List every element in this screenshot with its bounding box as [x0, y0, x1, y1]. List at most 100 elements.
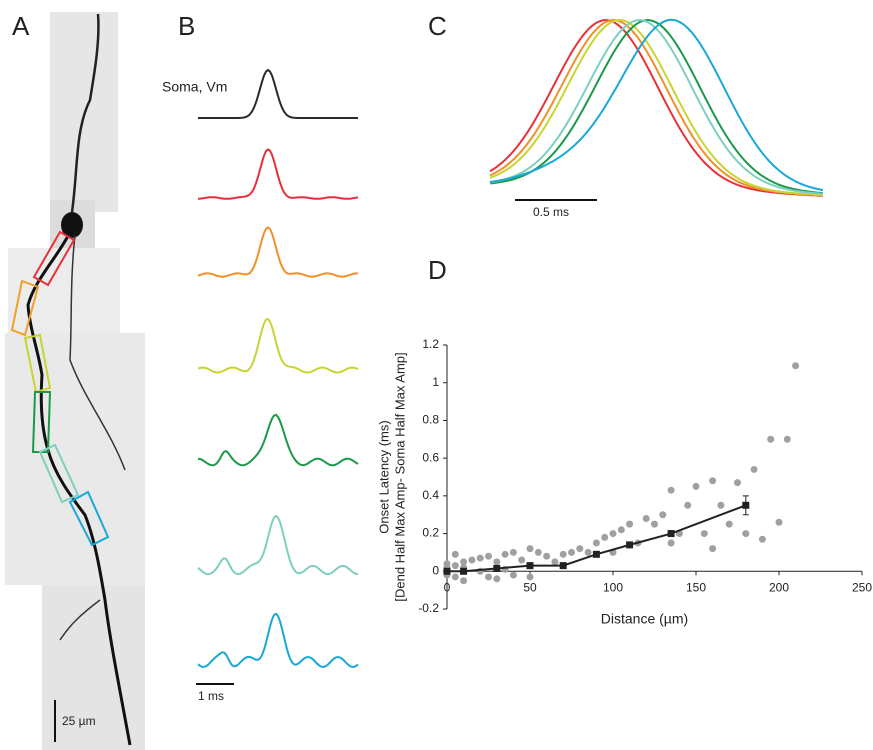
y-axis-label: Onset Latency (ms) — [376, 420, 391, 533]
point — [709, 545, 717, 553]
point — [576, 545, 584, 553]
point — [493, 558, 501, 566]
point — [568, 548, 575, 556]
y-tick-label: 0 — [432, 563, 439, 577]
mean-line — [447, 504, 747, 573]
point — [709, 477, 717, 485]
point — [783, 435, 791, 443]
trace — [489, 18, 824, 197]
point — [526, 573, 534, 581]
point — [534, 548, 542, 556]
mean-marker — [526, 562, 534, 570]
y-tick-label: -0.2 — [418, 601, 439, 615]
x-tick-label: 150 — [686, 580, 706, 594]
point — [493, 575, 501, 583]
scale-label: 0.5 ms — [533, 205, 569, 219]
point — [684, 501, 692, 509]
point — [700, 530, 708, 538]
point — [626, 520, 634, 528]
point — [460, 558, 468, 566]
point — [451, 562, 459, 570]
point — [758, 535, 766, 543]
point — [584, 548, 592, 556]
point — [509, 571, 517, 579]
panel-label: C — [428, 11, 447, 41]
trace — [197, 317, 359, 374]
mean-marker — [493, 564, 501, 572]
y-tick-label: 0.2 — [422, 526, 439, 540]
trace — [197, 413, 359, 467]
trace — [197, 612, 359, 668]
point — [443, 560, 451, 568]
point — [651, 520, 658, 528]
trace — [489, 18, 824, 195]
y-tick-label: 1.2 — [422, 337, 439, 351]
x-tick-label: 0 — [444, 580, 451, 594]
panel-label: A — [12, 11, 30, 41]
panel-label: D — [428, 255, 447, 285]
scale-label: 1 ms — [198, 689, 224, 703]
trace — [197, 514, 359, 576]
mean-marker — [460, 567, 468, 575]
point — [592, 539, 600, 547]
point — [460, 577, 468, 585]
mean-marker — [559, 562, 567, 570]
point — [609, 530, 617, 538]
point — [642, 514, 650, 522]
point — [767, 435, 775, 443]
trace — [489, 19, 824, 197]
trace — [489, 19, 824, 195]
point — [792, 362, 800, 370]
point — [551, 558, 559, 566]
panel-label: B — [178, 11, 195, 41]
mean-marker — [592, 550, 600, 558]
point — [518, 556, 526, 564]
mean-marker — [667, 530, 675, 538]
x-axis-label: Distance (µm) — [601, 611, 688, 627]
point — [717, 501, 725, 509]
point — [601, 533, 609, 541]
point — [775, 518, 783, 526]
point — [667, 486, 675, 494]
mean-marker — [626, 541, 634, 549]
trace — [197, 148, 359, 200]
point — [750, 465, 758, 473]
scale-label: 25 µm — [62, 714, 96, 728]
mean-marker — [443, 567, 451, 575]
micrograph — [5, 12, 145, 750]
point — [659, 511, 667, 519]
point — [468, 556, 476, 564]
y-tick-label: 0.4 — [422, 488, 439, 502]
trace — [198, 68, 358, 119]
point — [476, 554, 484, 562]
x-tick-label: 100 — [603, 580, 623, 594]
trace — [489, 18, 824, 197]
y-tick-label: 0.6 — [422, 450, 439, 464]
point — [667, 539, 675, 547]
trace — [489, 18, 824, 192]
y-tick-label: 1 — [432, 375, 439, 389]
x-tick-label: 250 — [852, 580, 872, 594]
trace-label: Soma, Vm — [162, 79, 227, 95]
point — [526, 545, 534, 553]
point — [485, 573, 492, 581]
trace — [197, 226, 358, 278]
x-tick-label: 50 — [523, 580, 537, 594]
y-tick-label: 0.8 — [422, 413, 439, 427]
point — [451, 550, 459, 558]
chart: -0.2 0 0.2 0.4 0.6 0.8 1 1.2 0 50 100 150 200 250 Dist… — [376, 337, 872, 627]
point — [451, 573, 459, 581]
mean-marker — [742, 501, 750, 509]
y-axis-label: [Dend Half Max Amp- Soma Half Max Amp] — [392, 352, 407, 601]
point — [559, 550, 567, 558]
point — [617, 526, 625, 534]
point — [734, 479, 741, 487]
point — [485, 552, 492, 560]
point — [742, 530, 750, 538]
x-tick-label: 200 — [769, 580, 789, 594]
traces — [197, 18, 824, 668]
point — [509, 548, 517, 556]
point — [543, 552, 551, 560]
point — [692, 482, 700, 490]
